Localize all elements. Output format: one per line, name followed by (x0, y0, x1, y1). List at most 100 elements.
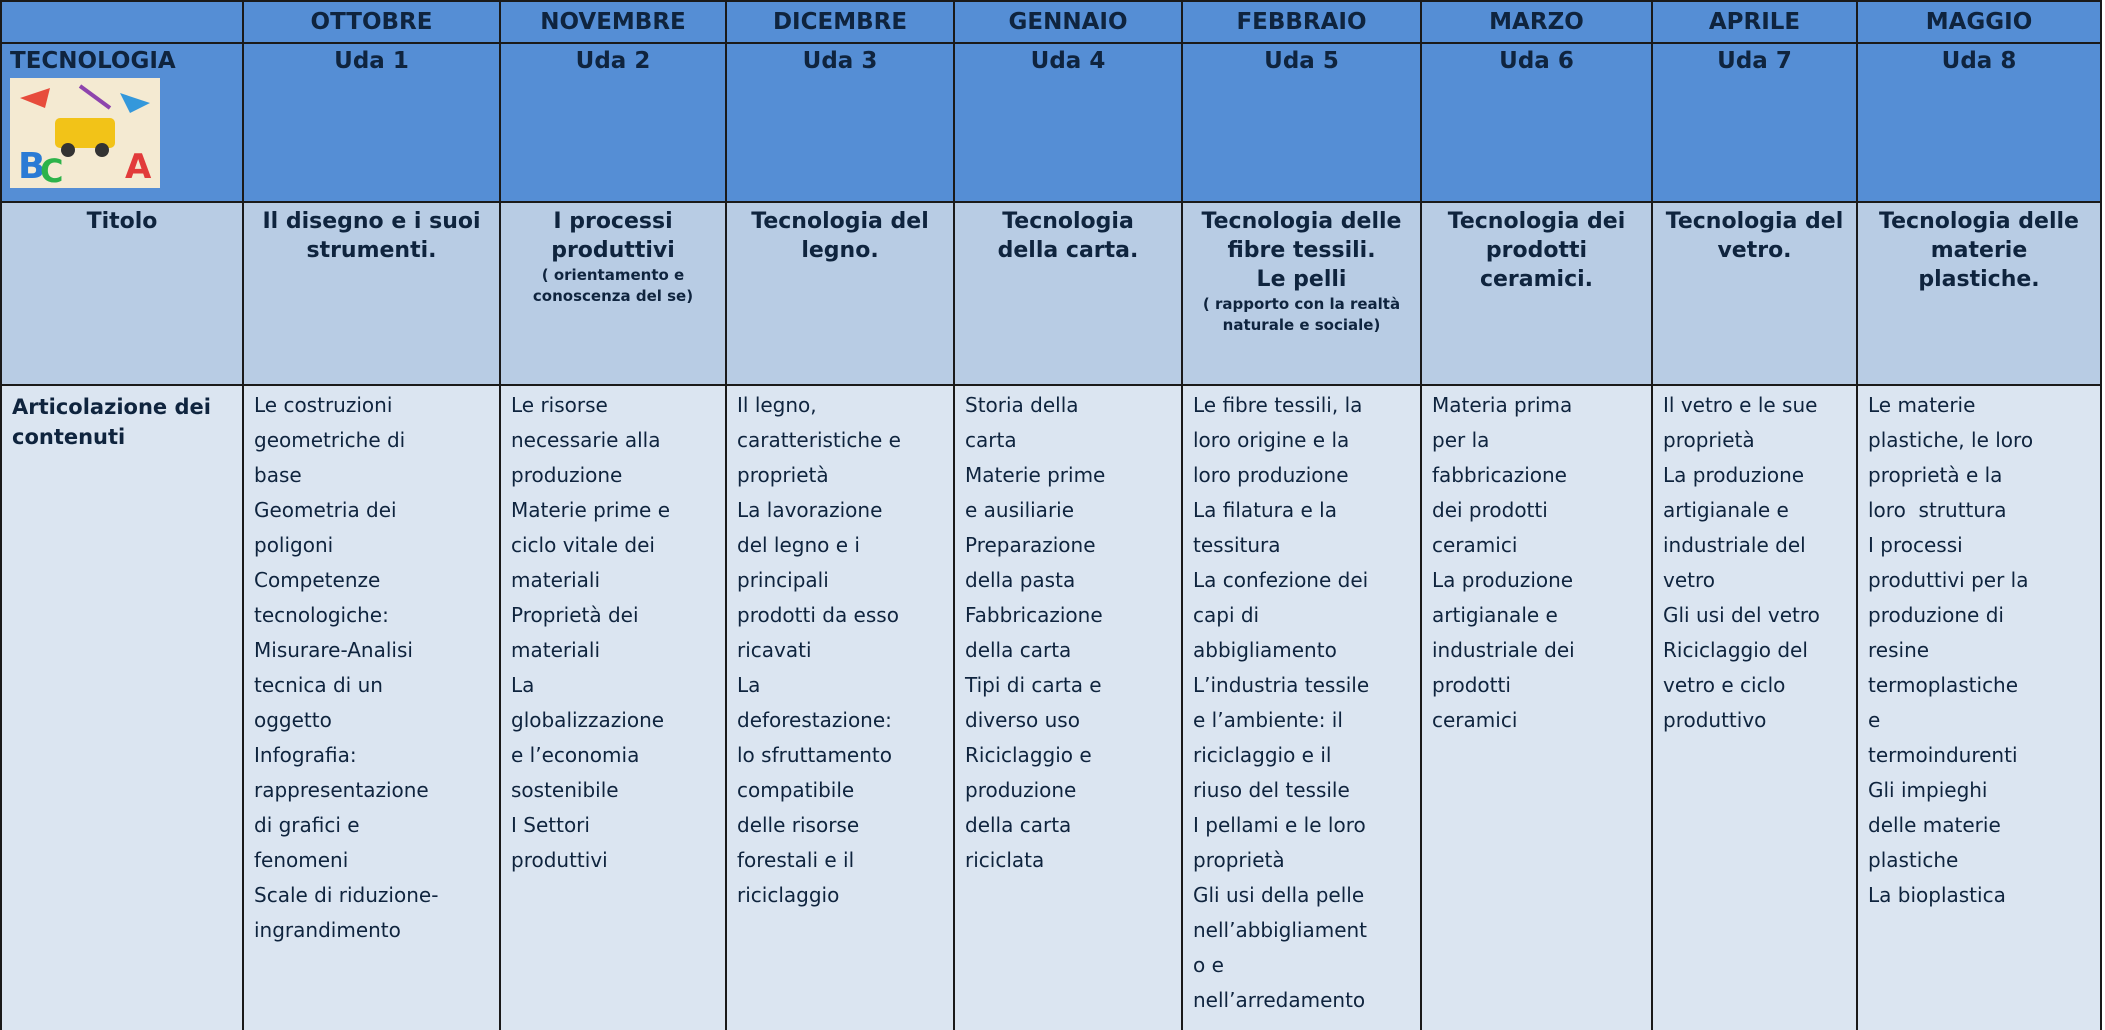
title-line: materie (1930, 238, 2028, 263)
content-line: Gli usi del vetro (1663, 603, 1820, 627)
content-line: materiali (511, 638, 601, 662)
content-line: produzione (511, 463, 623, 487)
title-line: Tecnologia del (1665, 209, 1844, 234)
content-cell: Il legno, caratteristiche e proprietà La la… (725, 384, 955, 1030)
content-line: produzione di (1868, 603, 2004, 627)
content-line: lo sfruttamento (737, 743, 892, 767)
content-line: I pellami e le loro (1193, 813, 1366, 837)
content-line: industriale dei (1432, 638, 1575, 662)
content-line: La produzione (1663, 463, 1805, 487)
content-line: Misurare-Analisi (254, 638, 413, 662)
content-line: produttivi per la (1868, 568, 2029, 592)
content-line: La (511, 673, 535, 697)
title-cell: Il disegno e i suoi strumenti. (242, 201, 501, 386)
title-line: strumenti. (306, 238, 437, 263)
title-line: I processi (553, 209, 673, 234)
title-line: fibre tessili. (1227, 238, 1376, 263)
content-line: Proprietà dei (511, 603, 639, 627)
content-cell: Le fibre tessili, la loro origine e la lor… (1181, 384, 1422, 1030)
content-line: prodotti (1432, 673, 1511, 697)
title-line: Tecnologia dei (1447, 209, 1626, 234)
content-cell: Materia prima per la fabbricazione dei prod… (1420, 384, 1653, 1030)
content-line: loro produzione (1193, 463, 1349, 487)
content-line: poligoni (254, 533, 334, 557)
content-line: proprietà (737, 463, 829, 487)
content-line: principali (737, 568, 829, 592)
title-line: vetro. (1717, 238, 1792, 263)
content-line: Storia della (965, 393, 1079, 417)
title-line: legno. (801, 238, 879, 263)
content-line: e ausiliarie (965, 498, 1075, 522)
title-cell: Tecnologia delle fibre tessili. Le pelli ( … (1181, 201, 1422, 386)
month-cell: GENNAIO (953, 0, 1183, 44)
content-line: vetro e ciclo (1663, 673, 1786, 697)
uda-cell: Uda 4 (953, 42, 1183, 203)
content-line: carta (965, 428, 1017, 452)
content-line: loro struttura (1868, 498, 2007, 522)
title-line: Le pelli (1256, 267, 1347, 292)
content-line: Il legno, (737, 393, 817, 417)
content-line: prodotti da esso (737, 603, 899, 627)
content-line: oggetto (254, 708, 332, 732)
title-cell: Tecnologia della carta. (953, 201, 1183, 386)
month-cell: DICEMBRE (725, 0, 955, 44)
content-line: abbigliamento (1193, 638, 1337, 662)
content-line: La lavorazione (737, 498, 883, 522)
content-line: delle risorse (737, 813, 860, 837)
content-line: La bioplastica (1868, 883, 2006, 907)
content-line: base (254, 463, 302, 487)
content-line: del legno e i (737, 533, 860, 557)
content-line: ceramici (1432, 708, 1518, 732)
month-cell: APRILE (1651, 0, 1858, 44)
svg-text:A: A (125, 147, 152, 187)
content-line: Materie prime (965, 463, 1106, 487)
uda-cell: Uda 3 (725, 42, 955, 203)
content-line: Preparazione (965, 533, 1096, 557)
content-line: proprietà e la (1868, 463, 2003, 487)
content-line: Fabbricazione (965, 603, 1103, 627)
uda-cell: Uda 2 (499, 42, 727, 203)
content-line: rappresentazione (254, 778, 429, 802)
uda-cell: Uda 1 (242, 42, 501, 203)
content-line: riciclaggio e il (1193, 743, 1332, 767)
content-line: Infografia: (254, 743, 357, 767)
content-line: L’industria tessile (1193, 673, 1370, 697)
content-line: artigianale e (1663, 498, 1789, 522)
content-line: della pasta (965, 568, 1076, 592)
content-line: produzione (965, 778, 1077, 802)
title-line: plastiche. (1918, 267, 2040, 292)
title-cell: Tecnologia dei prodotti ceramici. (1420, 201, 1653, 386)
subject-image: B C A (10, 78, 160, 188)
content-line: Le fibre tessili, la (1193, 393, 1363, 417)
content-row: Articolazione dei contenuti Le costruzio… (0, 384, 2102, 1030)
title-line: prodotti (1485, 238, 1588, 263)
content-line: nell’arredamento (1193, 988, 1366, 1012)
content-line: produttivi (511, 848, 608, 872)
content-line: della carta (965, 638, 1072, 662)
content-line: Le costruzioni (254, 393, 393, 417)
content-label: Articolazione dei contenuti (0, 384, 244, 1030)
content-line: resine (1868, 638, 1930, 662)
content-line: termoindurenti (1868, 743, 2018, 767)
content-line: caratteristiche e (737, 428, 901, 452)
content-cell: Le materie plastiche, le loro proprietà e … (1856, 384, 2102, 1030)
content-line: o e (1193, 953, 1224, 977)
content-line: Le materie (1868, 393, 1976, 417)
content-line: dei prodotti (1432, 498, 1548, 522)
content-line: ingrandimento (254, 918, 401, 942)
subject-cell: TECNOLOGIA B C A (0, 42, 244, 203)
content-line: I processi (1868, 533, 1963, 557)
content-line: fabbricazione (1432, 463, 1567, 487)
title-row: Titolo Il disegno e i suoi strumenti. I pr… (0, 201, 2102, 386)
content-line: Materie prime e (511, 498, 671, 522)
content-line: e (1868, 708, 1881, 732)
uda-cell: Uda 5 (1181, 42, 1422, 203)
content-line: e l’economia (511, 743, 640, 767)
content-line: globalizzazione (511, 708, 665, 732)
content-line: necessarie alla (511, 428, 661, 452)
content-line: artigianale e (1432, 603, 1558, 627)
content-line: riuso del tessile (1193, 778, 1350, 802)
month-row: OTTOBRE NOVEMBRE DICEMBRE GENNAIO FEBBRAIO MA… (0, 0, 2102, 44)
title-line: Tecnologia (1002, 209, 1134, 234)
content-line: della carta (965, 813, 1072, 837)
